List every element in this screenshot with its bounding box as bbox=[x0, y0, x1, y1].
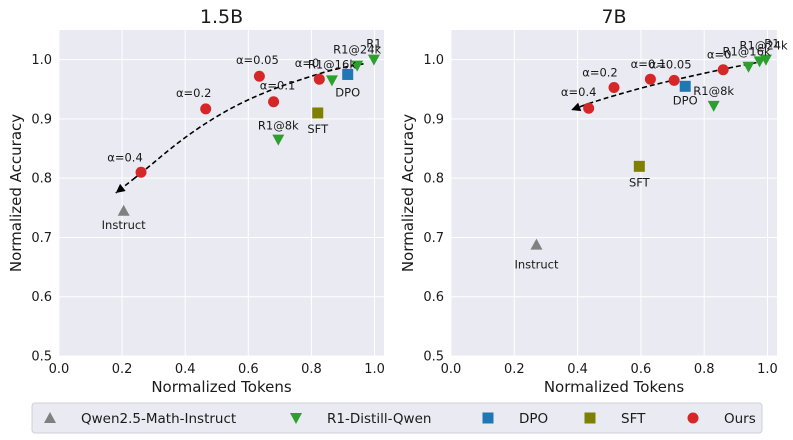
legend-label: SFT bbox=[621, 411, 646, 427]
legend-marker bbox=[687, 412, 699, 424]
x-tick-label: 0.6 bbox=[631, 362, 652, 377]
data-label: R1@16k bbox=[722, 45, 770, 59]
x-tick-label: 0.2 bbox=[504, 362, 525, 377]
y-tick-label: 0.6 bbox=[31, 290, 52, 305]
data-point bbox=[351, 60, 364, 72]
data-point bbox=[117, 204, 130, 216]
x-tick-label: 0.2 bbox=[112, 362, 133, 377]
x-axis-label: Normalized Tokens bbox=[544, 378, 685, 396]
data-label: R1@8k bbox=[693, 84, 734, 98]
x-tick-label: 0.0 bbox=[441, 362, 462, 377]
trend-arrow-line bbox=[570, 61, 757, 111]
data-label: α=0 bbox=[707, 48, 732, 62]
data-point bbox=[272, 134, 285, 146]
data-label: SFT bbox=[307, 122, 329, 136]
data-label: SFT bbox=[629, 175, 651, 189]
y-tick-label: 0.8 bbox=[31, 172, 52, 187]
y-tick-label: 1.0 bbox=[423, 53, 444, 68]
legend-marker bbox=[44, 412, 56, 423]
legend-label: DPO bbox=[519, 411, 548, 427]
data-label: α=0.05 bbox=[236, 53, 279, 67]
data-label: R1 bbox=[366, 37, 381, 51]
y-tick-label: 1.0 bbox=[31, 53, 52, 68]
data-point bbox=[530, 238, 543, 250]
panel-1-5b: 0.0 0.2 0.4 0.6 0.8 1.0 0.5 0.6 0.7 0.8 0.9 1.0 1.5B… bbox=[7, 6, 385, 396]
data-point bbox=[759, 54, 772, 66]
data-point bbox=[325, 75, 338, 87]
data-label: DPO bbox=[673, 93, 698, 107]
legend-marker bbox=[290, 413, 302, 424]
legend-box bbox=[31, 402, 763, 434]
y-tick-label: 0.5 bbox=[423, 350, 444, 365]
legend-label: R1-Distill-Qwen bbox=[327, 411, 431, 427]
panel-7b: 0.0 0.2 0.4 0.6 0.8 1.0 0.5 0.6 0.7 0.8 0.9 1.0 7B No… bbox=[399, 6, 788, 396]
y-axis-label: Normalized Accuracy bbox=[7, 114, 25, 272]
y-axis-label: Normalized Accuracy bbox=[399, 114, 417, 272]
legend-label: Qwen2.5-Math-Instruct bbox=[81, 411, 236, 427]
data-point bbox=[342, 68, 354, 80]
legend-marker bbox=[584, 412, 596, 424]
data-label: R1 bbox=[764, 37, 779, 51]
data-label: R1@16k bbox=[308, 57, 356, 71]
data-point bbox=[200, 103, 212, 115]
trend-arrow-head bbox=[115, 183, 126, 193]
data-label: α=0 bbox=[295, 56, 320, 70]
data-point bbox=[742, 61, 755, 73]
y-tick-label: 0.7 bbox=[31, 231, 52, 246]
data-point bbox=[313, 73, 325, 85]
data-point bbox=[644, 73, 656, 85]
data-point bbox=[312, 107, 324, 119]
data-label: Instruct bbox=[102, 218, 147, 232]
data-label: R1@8k bbox=[258, 119, 299, 133]
x-tick-label: 0.6 bbox=[238, 362, 259, 377]
data-label: DPO bbox=[335, 85, 360, 99]
legend-label: Ours bbox=[724, 411, 756, 427]
data-label: α=0.1 bbox=[260, 79, 296, 93]
x-tick-label: 0.4 bbox=[175, 362, 196, 377]
data-point bbox=[707, 100, 720, 112]
data-label: Instruct bbox=[514, 258, 559, 272]
x-tick-label: 1.0 bbox=[757, 362, 778, 377]
x-tick-label: 1.0 bbox=[364, 362, 385, 377]
data-point bbox=[268, 96, 280, 108]
data-label: α=0.05 bbox=[649, 57, 692, 71]
y-tick-label: 0.6 bbox=[423, 290, 444, 305]
x-tick-label: 0.8 bbox=[694, 362, 715, 377]
x-tick-label: 0.4 bbox=[567, 362, 588, 377]
y-tick-label: 0.8 bbox=[423, 172, 444, 187]
y-tick-label: 0.7 bbox=[423, 231, 444, 246]
data-point bbox=[253, 70, 265, 82]
chart-title: 7B bbox=[601, 6, 626, 28]
data-label: α=0.2 bbox=[176, 86, 212, 100]
data-label: R1@24k bbox=[740, 38, 788, 52]
data-point bbox=[717, 64, 729, 76]
data-point bbox=[608, 81, 620, 93]
trend-arrow-head bbox=[571, 102, 582, 112]
data-label: α=0.4 bbox=[561, 85, 597, 99]
data-point bbox=[583, 102, 595, 114]
data-point bbox=[135, 166, 147, 178]
y-tick-label: 0.5 bbox=[31, 350, 52, 365]
data-point bbox=[679, 80, 691, 92]
data-label: R1@24k bbox=[333, 43, 381, 57]
x-tick-label: 0.0 bbox=[49, 362, 70, 377]
data-label: α=0.2 bbox=[582, 65, 618, 79]
data-label: α=0.1 bbox=[631, 57, 667, 71]
legend-marker bbox=[482, 412, 494, 424]
legend: Qwen2.5-Math-Instruct R1-Distill-Qwen DPO S… bbox=[31, 402, 763, 434]
x-axis-label: Normalized Tokens bbox=[151, 378, 292, 396]
data-point bbox=[668, 74, 680, 86]
data-point bbox=[633, 160, 645, 172]
plot-area bbox=[59, 30, 384, 356]
data-label: α=0.4 bbox=[107, 150, 143, 164]
y-tick-label: 0.9 bbox=[31, 112, 52, 127]
x-tick-label: 0.8 bbox=[301, 362, 322, 377]
y-tick-label: 0.9 bbox=[423, 112, 444, 127]
data-point bbox=[367, 54, 380, 66]
chart-title: 1.5B bbox=[200, 6, 243, 28]
